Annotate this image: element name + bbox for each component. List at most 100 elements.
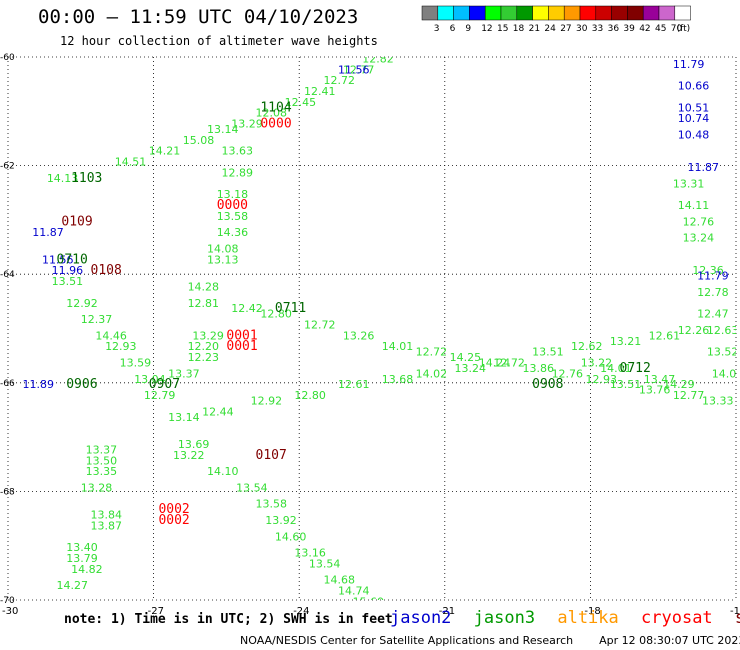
colorbar-swatch <box>579 5 597 21</box>
colorbar-swatch <box>437 5 454 21</box>
colorbar-swatch <box>674 5 691 21</box>
jason3-swh-point: 13.51 <box>610 378 642 391</box>
jason3-swh-point: 13.22 <box>581 357 613 370</box>
jason3-swh-point: 13.37 <box>86 443 118 456</box>
colorbar-swatch <box>500 5 518 21</box>
jason3-swh-point: 13.54 <box>236 481 268 494</box>
colorbar-label: 15 <box>497 24 508 34</box>
colorbar-label: 36 <box>608 24 620 34</box>
jason3-swh-point: 12.36 <box>692 264 724 277</box>
jason3-swh-point: 12.62 <box>571 340 603 353</box>
jason2-swh-point: 10.13 <box>668 42 700 55</box>
jason3-swh-point: 12.80 <box>294 389 326 402</box>
jason3-swh-point: 12.41 <box>304 85 336 98</box>
jason3-swh-point: 12.08 <box>256 107 288 120</box>
colorbar-swatch <box>548 5 565 21</box>
jason2-swh-point: 11.87 <box>687 161 719 174</box>
jason3-swh-point: 12.09 <box>377 42 409 55</box>
x-tick-label: -30 <box>2 606 18 617</box>
jason2-swh-point: 11.56 <box>338 63 370 76</box>
jason3-swh-point: 13.58 <box>217 210 249 223</box>
time-label: 0000 <box>217 198 248 213</box>
time-label: 0002 <box>158 502 189 517</box>
jason3-swh-point: 13.13 <box>207 253 239 266</box>
jason3-swh-point: 14.24 <box>479 357 511 370</box>
jason3-swh-point: 14.21 <box>149 145 181 158</box>
jason3-swh-point: 12.79 <box>144 389 176 402</box>
y-tick-label: -70 <box>0 596 15 606</box>
jason3-swh-point: 13.63 <box>222 145 254 158</box>
jason3-swh-point: 12.23 <box>188 351 220 364</box>
time-label: 0001 <box>226 339 257 354</box>
time-label: 1103 <box>71 171 102 186</box>
jason3-swh-point: 12.93 <box>586 373 618 386</box>
jason3-swh-point: 12.93 <box>105 340 137 353</box>
jason3-swh-point: 12.44 <box>202 405 234 418</box>
jason3-swh-point: 12.77 <box>343 63 375 76</box>
jason3-swh-point: 12.72 <box>416 346 448 359</box>
jason3-swh-point: 13.14 <box>207 123 239 136</box>
jason3-swh-point: 14.46 <box>95 329 127 342</box>
jason3-swh-point: 12.92 <box>251 395 283 408</box>
colorbar-label: 70 <box>671 24 683 34</box>
legend-altika: altika <box>557 608 619 628</box>
colorbar-label: 45 <box>655 24 666 34</box>
jason3-swh-point: 14.02 <box>416 367 448 380</box>
jason3-swh-point: 13.68 <box>382 373 414 386</box>
jason3-swh-point: 13.22 <box>173 449 205 462</box>
jason3-swh-point: 14.60 <box>275 530 307 543</box>
jason3-swh-point: 13.21 <box>610 335 642 348</box>
jason3-swh-point: 13.50 <box>86 454 118 467</box>
jason3-swh-point: 13.40 <box>66 541 98 554</box>
jason3-swh-point: 12.72 <box>493 357 525 370</box>
jason3-swh-point: 13.14 <box>168 411 200 424</box>
jason3-swh-point: 13.51 <box>52 275 84 288</box>
colorbar-swatch <box>627 5 644 21</box>
y-tick-label: -66 <box>0 379 15 389</box>
jason3-swh-point: 12.47 <box>697 308 729 321</box>
colorbar-label: 39 <box>623 24 635 34</box>
jason2-swh-point: 10.74 <box>678 112 710 125</box>
jason3-swh-point: 14.08 <box>207 242 239 255</box>
time-label: 0000 <box>260 117 291 132</box>
jason3-swh-point: 12.76 <box>683 215 715 228</box>
jason3-swh-point: 13.86 <box>522 362 554 375</box>
jason3-swh-point: 13.33 <box>702 395 734 408</box>
jason3-swh-point: 13.69 <box>178 438 210 451</box>
time-label: 0002 <box>158 513 189 528</box>
jason3-swh-point: 14.27 <box>57 579 89 592</box>
timestamp: Apr 12 08:30:07 UTC 2023 <box>599 634 740 647</box>
time-label: 1151 <box>721 41 740 56</box>
jason3-swh-point: 12.76 <box>552 367 584 380</box>
colorbar-swatch <box>611 5 628 21</box>
jason3-swh-point: 13.52 <box>707 346 739 359</box>
jason3-swh-point: 12.81 <box>188 297 220 310</box>
colorbar-label: 21 <box>529 24 540 34</box>
time-label: 1104 <box>260 100 291 115</box>
jason2-swh-point: 11.89 <box>23 378 54 391</box>
jason3-swh-point: 12.45 <box>285 96 317 109</box>
colorbar-label: 18 <box>513 24 525 34</box>
colorbar-swatch <box>421 5 439 21</box>
colorbar-label: 33 <box>592 24 603 34</box>
footer-credit: NOAA/NESDIS Center for Satellite Applica… <box>240 634 740 647</box>
time-label: 0908 <box>532 377 563 392</box>
colorbar-label: 6 <box>450 24 456 34</box>
x-tick-label: -27 <box>148 606 164 617</box>
jason3-swh-point: 14.74 <box>338 585 370 598</box>
colorbar-swatch <box>595 5 612 21</box>
jason3-swh-point: 13.29 <box>192 329 224 342</box>
footer-note: note: 1) Time is in UTC; 2) SWH is in fe… <box>64 612 393 627</box>
credit-text: NOAA/NESDIS Center for Satellite Applica… <box>240 634 574 647</box>
jason3-swh-point: 12.37 <box>81 313 113 326</box>
jason3-swh-point: 12.63 <box>707 324 739 337</box>
jason3-swh-point: 14.25 <box>450 351 482 364</box>
time-label: 0712 <box>620 361 651 376</box>
time-label: 0906 <box>66 377 97 392</box>
jason3-swh-point: 12.89 <box>222 166 254 179</box>
jason3-swh-point: 14.11 <box>678 199 710 212</box>
jason3-swh-point: 14.51 <box>115 156 147 169</box>
jason3-swh-point: 14.01 <box>382 340 414 353</box>
jason2-swh-point: 11.79 <box>697 270 729 283</box>
jason3-swh-point: 13.54 <box>309 557 341 570</box>
